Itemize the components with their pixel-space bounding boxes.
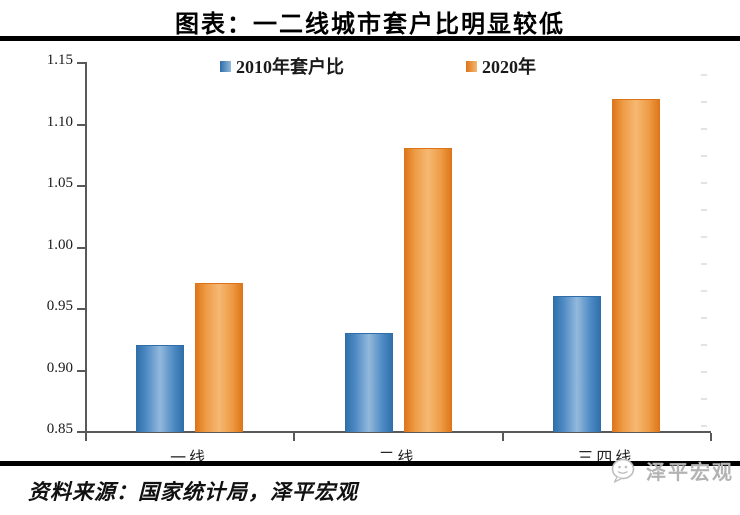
legend-item: 2020年: [466, 53, 536, 79]
bar-series0-cat1: [344, 332, 393, 432]
x-axis-tick: [501, 433, 504, 441]
watermark: 泽平宏观: [610, 456, 734, 485]
footer-divider: [0, 461, 740, 466]
y-axis-label: 0.85: [46, 421, 73, 437]
y-axis-tick: [77, 185, 85, 187]
y-axis-tick: [77, 246, 85, 249]
right-minor-tick: [701, 209, 707, 211]
wechat-icon: [610, 457, 642, 485]
x-axis-tick: [85, 433, 87, 441]
x-axis-tick: [293, 433, 296, 441]
y-axis-tick: [77, 369, 85, 372]
right-minor-tick: [701, 236, 707, 238]
right-minor-tick: [701, 290, 707, 292]
right-minor-tick: [701, 128, 707, 130]
right-minor-tick: [701, 263, 707, 265]
right-minor-tick: [701, 74, 707, 76]
right-minor-tick: [701, 182, 707, 184]
y-axis-label: 1.00: [46, 236, 73, 253]
bar-series0-cat0: [136, 344, 185, 432]
bar-series1-cat0: [195, 283, 244, 432]
right-minor-tick: [701, 398, 707, 400]
bar-series1-cat1: [403, 148, 452, 432]
right-minor-tick: [701, 101, 707, 103]
y-axis-tick: [77, 308, 85, 310]
right-minor-tick: [701, 344, 707, 346]
y-axis-label: 0.95: [46, 298, 73, 314]
y-axis-label: 1.15: [46, 52, 73, 68]
legend-item: 2010年套户比: [220, 53, 344, 79]
y-axis-tick: [77, 123, 85, 126]
y-axis-label: 0.90: [46, 359, 73, 376]
bar-series1-cat2: [611, 98, 660, 432]
bar-series0-cat2: [552, 295, 601, 432]
right-minor-tick: [701, 425, 707, 427]
source-text: 资料来源：国家统计局，泽平宏观: [28, 480, 358, 504]
y-axis-line: [85, 62, 87, 431]
legend-swatch: [220, 60, 231, 72]
title-divider: [0, 36, 740, 41]
y-axis-tick: [77, 431, 85, 433]
legend-label: 2020年: [482, 57, 536, 77]
y-axis-label: 1.10: [46, 113, 73, 130]
y-axis-tick: [77, 62, 85, 64]
legend-label: 2010年套户比: [236, 57, 344, 77]
y-axis-label: 1.05: [46, 175, 73, 191]
right-minor-tick: [701, 155, 707, 157]
legend-swatch: [466, 60, 477, 72]
right-minor-tick: [701, 317, 707, 319]
watermark-text: 泽平宏观: [646, 462, 734, 484]
chart-title: 图表：一二线城市套户比明显较低: [175, 12, 565, 38]
x-axis-tick: [710, 433, 712, 441]
x-axis-line: [85, 431, 711, 433]
right-minor-tick: [701, 371, 707, 373]
